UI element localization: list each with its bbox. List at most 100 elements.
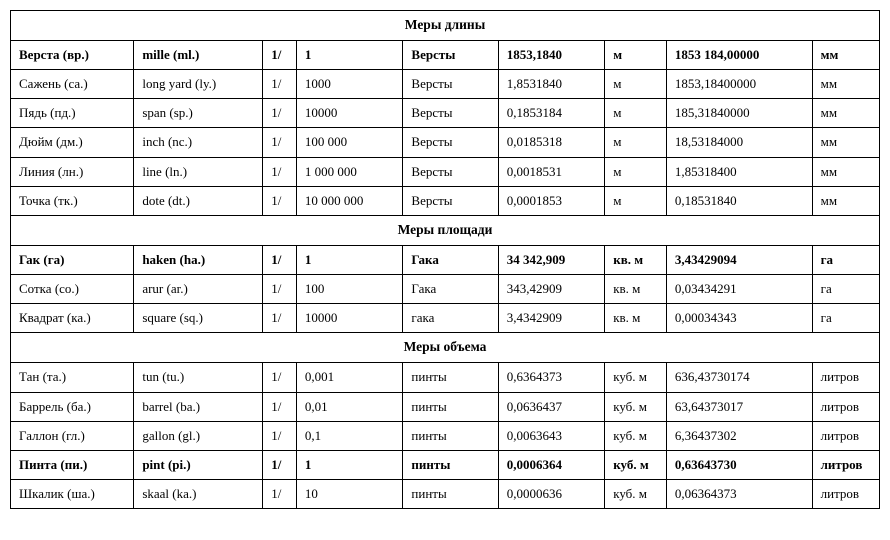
cell: 0,03434291	[666, 275, 812, 304]
units-table-body: Меры длиныВерста (вр.)mille (ml.)1/1Верс…	[11, 11, 880, 509]
cell: мм	[812, 186, 879, 215]
cell: мм	[812, 157, 879, 186]
cell: 1/	[263, 450, 297, 479]
header-cell: 34 342,909	[498, 245, 605, 274]
header-cell: мм	[812, 40, 879, 69]
header-cell: 1853,1840	[498, 40, 605, 69]
section-title-row: Меры площади	[11, 216, 880, 246]
section-title-row: Меры длины	[11, 11, 880, 41]
cell: пинты	[403, 392, 498, 421]
cell: 0,1853184	[498, 99, 605, 128]
cell: 1/	[263, 421, 297, 450]
cell: куб. м	[605, 450, 667, 479]
cell: 1,85318400	[666, 157, 812, 186]
cell: мм	[812, 99, 879, 128]
cell: 0,00034343	[666, 304, 812, 333]
cell: 18,53184000	[666, 128, 812, 157]
cell: Пядь (пд.)	[11, 99, 134, 128]
cell: 1/	[263, 392, 297, 421]
cell: 0,01	[296, 392, 403, 421]
cell: Версты	[403, 128, 498, 157]
cell: 0,0063643	[498, 421, 605, 450]
cell: м	[605, 99, 667, 128]
cell: span (sp.)	[134, 99, 263, 128]
cell: 1/	[263, 128, 297, 157]
cell: литров	[812, 480, 879, 509]
cell: 0,0636437	[498, 392, 605, 421]
table-row: Пинта (пи.)pint (pi.)1/1пинты0,0006364ку…	[11, 450, 880, 479]
cell: 1/	[263, 304, 297, 333]
cell: 0,0006364	[498, 450, 605, 479]
cell: Версты	[403, 157, 498, 186]
table-row: Галлон (гл.)gallon (gl.)1/0,1пинты0,0063…	[11, 421, 880, 450]
cell: square (sq.)	[134, 304, 263, 333]
cell: куб. м	[605, 363, 667, 392]
cell: 1853,18400000	[666, 70, 812, 99]
cell: 0,0001853	[498, 186, 605, 215]
cell: 0,0018531	[498, 157, 605, 186]
cell: 0,0000636	[498, 480, 605, 509]
cell: 0,18531840	[666, 186, 812, 215]
cell: кв. м	[605, 275, 667, 304]
table-row: Пядь (пд.)span (sp.)1/10000Версты0,18531…	[11, 99, 880, 128]
cell: 1/	[263, 99, 297, 128]
header-cell: 1	[296, 245, 403, 274]
cell: м	[605, 70, 667, 99]
table-row: Линия (лн.)line (ln.)1/1 000 000Версты0,…	[11, 157, 880, 186]
cell: 10	[296, 480, 403, 509]
cell: 6,36437302	[666, 421, 812, 450]
cell: м	[605, 157, 667, 186]
cell: 1/	[263, 70, 297, 99]
cell: tun (tu.)	[134, 363, 263, 392]
cell: куб. м	[605, 392, 667, 421]
cell: пинты	[403, 421, 498, 450]
cell: 1/	[263, 363, 297, 392]
table-row: Баррель (ба.)barrel (ba.)1/0,01пинты0,06…	[11, 392, 880, 421]
header-cell: кв. м	[605, 245, 667, 274]
header-cell: Гак (га)	[11, 245, 134, 274]
cell: пинты	[403, 363, 498, 392]
header-cell: Гака	[403, 245, 498, 274]
cell: 1/	[263, 275, 297, 304]
cell: Баррель (ба.)	[11, 392, 134, 421]
cell: Тан (та.)	[11, 363, 134, 392]
header-cell: 1	[296, 40, 403, 69]
cell: 343,42909	[498, 275, 605, 304]
cell: gallon (gl.)	[134, 421, 263, 450]
cell: barrel (ba.)	[134, 392, 263, 421]
cell: 1,8531840	[498, 70, 605, 99]
cell: пинты	[403, 480, 498, 509]
cell: 100	[296, 275, 403, 304]
cell: Сотка (со.)	[11, 275, 134, 304]
header-cell: Версты	[403, 40, 498, 69]
cell: pint (pi.)	[134, 450, 263, 479]
cell: кв. м	[605, 304, 667, 333]
cell: га	[812, 304, 879, 333]
cell: 1/	[263, 186, 297, 215]
cell: skaal (ka.)	[134, 480, 263, 509]
table-row: Тан (та.)tun (tu.)1/0,001пинты0,6364373к…	[11, 363, 880, 392]
cell: пинты	[403, 450, 498, 479]
table-row: Точка (тк.)dote (dt.)1/10 000 000Версты0…	[11, 186, 880, 215]
cell: Квадрат (ка.)	[11, 304, 134, 333]
cell: 10000	[296, 99, 403, 128]
cell: Версты	[403, 186, 498, 215]
cell: dote (dt.)	[134, 186, 263, 215]
cell: inch (nc.)	[134, 128, 263, 157]
cell: 1000	[296, 70, 403, 99]
table-row: Сажень (са.)long yard (ly.)1/1000Версты1…	[11, 70, 880, 99]
cell: литров	[812, 363, 879, 392]
cell: 0,6364373	[498, 363, 605, 392]
cell: Шкалик (ша.)	[11, 480, 134, 509]
section-header-row: Гак (га)haken (ha.)1/1Гака34 342,909кв. …	[11, 245, 880, 274]
cell: 10 000 000	[296, 186, 403, 215]
section-header-row: Верста (вр.)mille (ml.)1/1Версты1853,184…	[11, 40, 880, 69]
header-cell: Верста (вр.)	[11, 40, 134, 69]
cell: литров	[812, 392, 879, 421]
cell: arur (ar.)	[134, 275, 263, 304]
cell: м	[605, 128, 667, 157]
cell: long yard (ly.)	[134, 70, 263, 99]
cell: гака	[403, 304, 498, 333]
section-title-row: Меры объема	[11, 333, 880, 363]
cell: куб. м	[605, 480, 667, 509]
